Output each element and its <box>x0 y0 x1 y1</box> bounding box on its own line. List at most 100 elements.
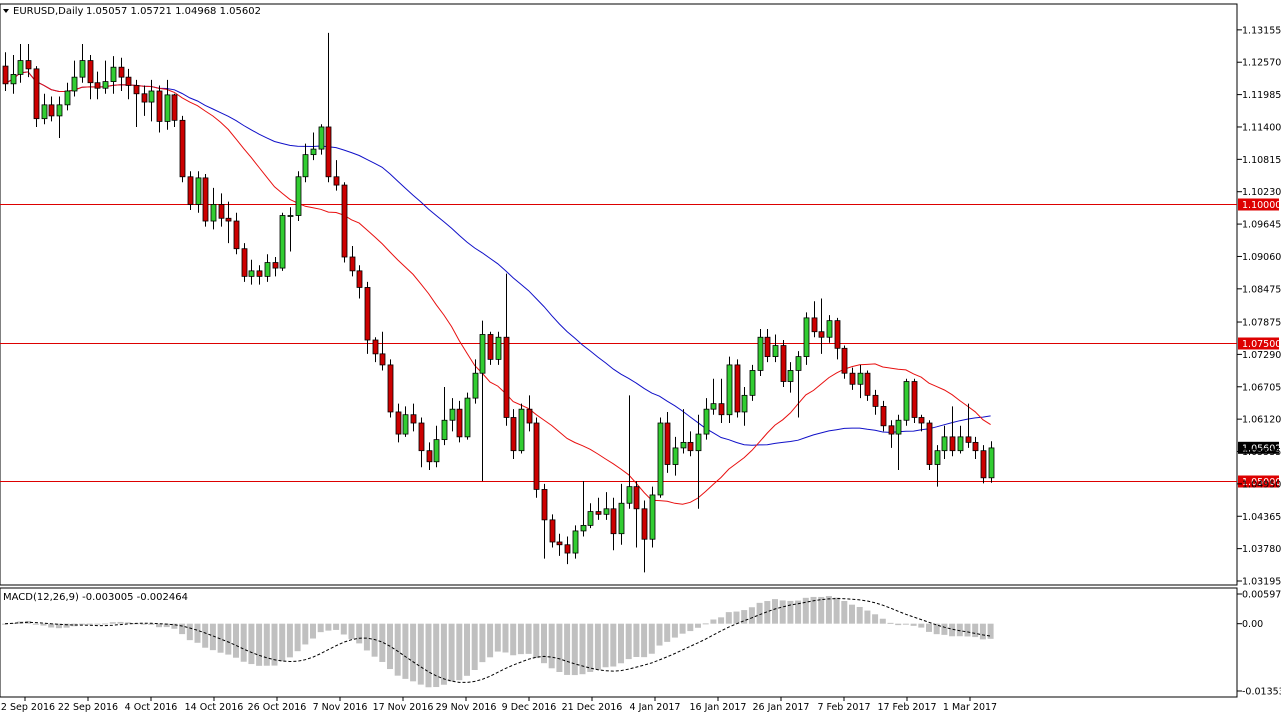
candle[interactable] <box>603 492 610 520</box>
candle[interactable] <box>64 82 71 111</box>
candle[interactable] <box>333 160 340 191</box>
candle[interactable] <box>94 71 101 100</box>
candle[interactable] <box>33 66 40 127</box>
candle[interactable] <box>48 96 55 122</box>
candle[interactable] <box>649 486 656 548</box>
candle[interactable] <box>626 395 633 509</box>
candle[interactable] <box>164 79 171 130</box>
candle[interactable] <box>834 317 841 360</box>
candle[interactable] <box>202 174 209 227</box>
candle[interactable] <box>580 481 587 537</box>
candle[interactable] <box>941 425 948 459</box>
candle[interactable] <box>818 298 825 354</box>
candle[interactable] <box>456 400 463 443</box>
candle[interactable] <box>479 320 486 482</box>
candle[interactable] <box>556 533 563 556</box>
candle[interactable] <box>710 378 717 415</box>
candle[interactable] <box>449 398 456 432</box>
candle[interactable] <box>680 409 687 454</box>
candle[interactable] <box>726 356 733 424</box>
candle[interactable] <box>341 182 348 263</box>
candle[interactable] <box>587 503 594 529</box>
candle[interactable] <box>572 525 579 559</box>
candle[interactable] <box>118 57 125 91</box>
candle[interactable] <box>233 212 240 255</box>
candle[interactable] <box>387 359 394 418</box>
candle[interactable] <box>56 96 63 139</box>
candle[interactable] <box>657 417 664 498</box>
candle[interactable] <box>310 132 317 161</box>
candle[interactable] <box>325 32 332 183</box>
candle[interactable] <box>895 414 902 471</box>
candle[interactable] <box>918 414 925 432</box>
candle[interactable] <box>741 387 748 426</box>
candle[interactable] <box>610 497 617 551</box>
candle[interactable] <box>279 212 286 271</box>
candle[interactable] <box>2 52 9 91</box>
candle[interactable] <box>718 378 725 424</box>
candle[interactable] <box>595 497 602 520</box>
candle[interactable] <box>79 43 86 83</box>
candle[interactable] <box>418 417 425 468</box>
candle[interactable] <box>934 445 941 487</box>
candle[interactable] <box>372 337 379 363</box>
candle[interactable] <box>903 378 910 426</box>
candle[interactable] <box>772 334 779 363</box>
candle[interactable] <box>965 403 972 448</box>
candle[interactable] <box>41 93 48 125</box>
candle[interactable] <box>526 395 533 432</box>
candle[interactable] <box>264 254 271 282</box>
candle[interactable] <box>410 403 417 432</box>
candle[interactable] <box>210 187 217 230</box>
candle[interactable] <box>102 60 109 94</box>
candle[interactable] <box>949 406 956 457</box>
candle[interactable] <box>972 436 979 459</box>
candle[interactable] <box>110 56 117 94</box>
candle[interactable] <box>787 362 794 393</box>
candle[interactable] <box>803 312 810 365</box>
candle[interactable] <box>441 387 448 446</box>
candle[interactable] <box>564 536 571 565</box>
candle[interactable] <box>395 403 402 443</box>
candle[interactable] <box>926 420 933 471</box>
candle[interactable] <box>780 340 787 388</box>
candle[interactable] <box>179 115 186 183</box>
candle[interactable] <box>356 265 363 299</box>
candle[interactable] <box>17 43 24 83</box>
candle[interactable] <box>295 171 302 222</box>
candle[interactable] <box>641 500 648 573</box>
candle[interactable] <box>171 93 178 127</box>
candle[interactable] <box>988 441 995 483</box>
candle[interactable] <box>10 55 17 94</box>
candle[interactable] <box>980 445 987 484</box>
candle[interactable] <box>633 481 640 548</box>
candle[interactable] <box>71 60 78 97</box>
candle[interactable] <box>379 331 386 371</box>
candle[interactable] <box>880 400 887 432</box>
candle[interactable] <box>510 409 517 459</box>
candle[interactable] <box>664 411 671 473</box>
candle[interactable] <box>472 359 479 404</box>
candle[interactable] <box>872 389 879 415</box>
candle[interactable] <box>849 367 856 390</box>
candle[interactable] <box>148 79 155 122</box>
candle[interactable] <box>402 406 409 437</box>
candle[interactable] <box>957 425 964 454</box>
candle[interactable] <box>495 331 502 365</box>
candle[interactable] <box>256 265 263 285</box>
candle[interactable] <box>156 85 163 133</box>
candle[interactable] <box>826 315 833 343</box>
candle[interactable] <box>888 420 895 448</box>
candle[interactable] <box>125 68 132 100</box>
candle[interactable] <box>141 85 148 116</box>
candle[interactable] <box>187 171 194 210</box>
candle[interactable] <box>218 193 225 227</box>
candle[interactable] <box>302 143 309 183</box>
candle[interactable] <box>464 392 471 440</box>
candle[interactable] <box>795 351 802 418</box>
candle[interactable] <box>911 378 918 424</box>
candle[interactable] <box>541 483 548 559</box>
candle[interactable] <box>241 243 248 282</box>
candle[interactable] <box>518 403 525 454</box>
candle[interactable] <box>287 207 294 252</box>
